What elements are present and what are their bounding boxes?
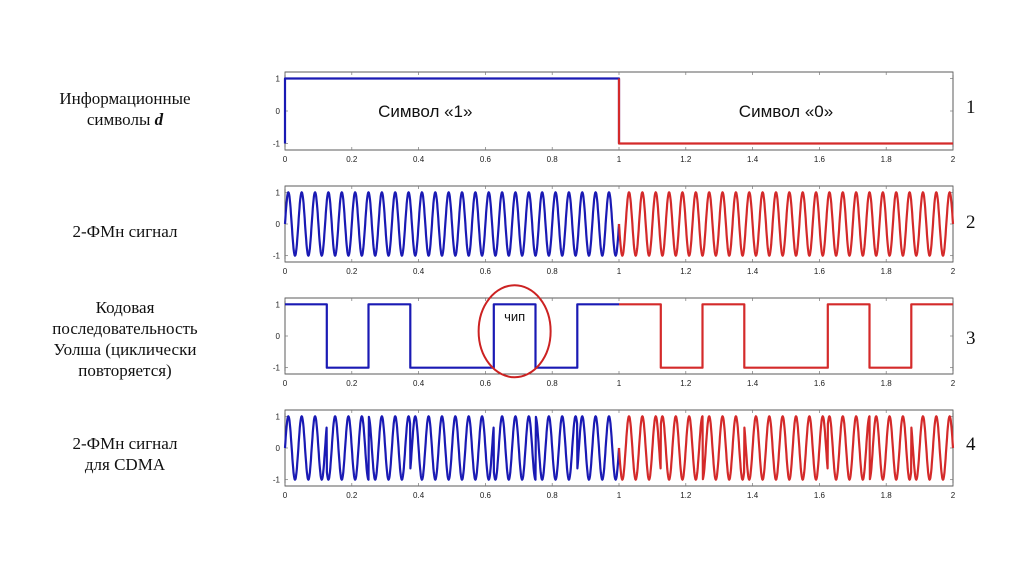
row-3-label-line: Кодовая <box>95 298 155 317</box>
x-tick-label: 1.2 <box>680 267 692 276</box>
chip-highlight-circle <box>477 284 552 379</box>
x-tick-label: 0.4 <box>413 155 425 164</box>
x-tick-label: 0.2 <box>346 267 358 276</box>
x-tick-label: 0 <box>283 155 288 164</box>
x-tick-label: 1.6 <box>814 267 826 276</box>
symbol-one-annotation: Символ «1» <box>378 102 472 121</box>
x-tick-label: 0.4 <box>413 379 425 388</box>
x-tick-label: 1.8 <box>881 155 893 164</box>
x-tick-label: 1.4 <box>747 267 759 276</box>
y-tick-label: -1 <box>273 364 281 373</box>
symbol-zero-annotation: Символ «0» <box>739 102 833 121</box>
x-tick-label: 1 <box>617 155 622 164</box>
x-tick-label: 0.8 <box>547 267 559 276</box>
x-tick-label: 1 <box>617 267 622 276</box>
x-tick-label: 0.8 <box>547 155 559 164</box>
x-tick-label: 1.4 <box>747 379 759 388</box>
x-tick-label: 0.6 <box>480 379 492 388</box>
chart-1-axes: 0 0.2 0.4 0.6 0.8 1 1.2 1.4 1.6 1.8 210-1 <box>273 71 956 164</box>
x-tick-label: 1.2 <box>680 491 692 500</box>
chart-3-axes: 0 0.2 0.4 0.6 0.8 1 1.2 1.4 1.6 1.8 210-1 <box>273 297 956 388</box>
y-tick-label: 1 <box>276 188 281 197</box>
x-tick-label: 1.6 <box>814 155 826 164</box>
chip-label: чип <box>504 309 525 324</box>
x-tick-label: 2 <box>951 491 956 500</box>
x-tick-label: 0.6 <box>480 267 492 276</box>
x-tick-label: 2 <box>951 379 956 388</box>
x-tick-label: 0.8 <box>547 491 559 500</box>
x-tick-label: 0.6 <box>480 155 492 164</box>
row-3-label-line: повторяется) <box>78 361 172 380</box>
chart-1-series-2 <box>617 78 953 145</box>
plot-frame <box>284 297 954 375</box>
chart-2-series-1 <box>283 191 621 257</box>
chart-4-series-1 <box>283 415 621 481</box>
row-2-label-line: 2-ФМн сигнал <box>72 222 178 241</box>
row-4-label-line: для CDMA <box>84 455 166 474</box>
x-tick-label: 0.2 <box>346 155 358 164</box>
row-1-label-symbol: d <box>154 110 164 129</box>
x-tick-label: 0 <box>283 267 288 276</box>
x-tick-label: 1.2 <box>680 379 692 388</box>
row-number-1: 1 <box>966 97 976 118</box>
row-1-label-line: Информационные <box>59 89 191 108</box>
row-number-3: 3 <box>966 328 976 349</box>
y-tick-label: -1 <box>273 252 281 261</box>
chart-3-series-1 <box>285 303 619 369</box>
row-label-2: 2-ФМн сигнал <box>10 221 240 242</box>
row-label-1: Информационные символы d <box>10 88 240 130</box>
x-tick-label: 0 <box>283 379 288 388</box>
x-tick-label: 1.4 <box>747 491 759 500</box>
x-tick-label: 0.2 <box>346 491 358 500</box>
row-label-3: Кодовая последовательность Уолша (циклич… <box>10 297 240 381</box>
chart-4-series-2 <box>617 415 955 481</box>
x-tick-label: 0 <box>283 491 288 500</box>
x-tick-label: 1.6 <box>814 379 826 388</box>
row-number-2: 2 <box>966 212 976 233</box>
x-tick-label: 1.8 <box>881 267 893 276</box>
y-tick-label: 0 <box>276 107 281 116</box>
row-3-label-line: последовательность <box>52 319 198 338</box>
row-4-label-line: 2-ФМн сигнал <box>72 434 178 453</box>
x-tick-label: 2 <box>951 267 956 276</box>
x-tick-label: 1.6 <box>814 491 826 500</box>
x-tick-label: 0.8 <box>547 379 559 388</box>
y-tick-label: -1 <box>273 476 281 485</box>
row-label-4: 2-ФМн сигнал для CDMA <box>10 433 240 475</box>
x-tick-label: 0.4 <box>413 267 425 276</box>
x-tick-label: 2 <box>951 155 956 164</box>
chart-2-series-2 <box>617 191 955 257</box>
row-3-label-line: Уолша (циклически <box>53 340 197 359</box>
row-number-4: 4 <box>966 434 976 455</box>
x-tick-label: 1.4 <box>747 155 759 164</box>
x-tick-label: 1 <box>617 379 622 388</box>
y-tick-label: 0 <box>276 220 281 229</box>
y-tick-label: 1 <box>276 300 281 309</box>
y-tick-label: -1 <box>273 140 281 149</box>
x-tick-label: 0.2 <box>346 379 358 388</box>
row-1-label-text: символы <box>86 110 151 129</box>
x-tick-label: 1 <box>617 491 622 500</box>
y-tick-label: 0 <box>276 444 281 453</box>
x-tick-label: 1.8 <box>881 379 893 388</box>
y-tick-label: 0 <box>276 332 281 341</box>
x-tick-label: 0.6 <box>480 491 492 500</box>
x-tick-label: 1.8 <box>881 491 893 500</box>
x-tick-label: 1.2 <box>680 155 692 164</box>
chart-3-series-2 <box>619 303 953 369</box>
y-tick-label: 1 <box>276 75 281 84</box>
row-1-label-line: символы d <box>10 109 240 130</box>
x-tick-label: 0.4 <box>413 491 425 500</box>
y-tick-label: 1 <box>276 412 281 421</box>
